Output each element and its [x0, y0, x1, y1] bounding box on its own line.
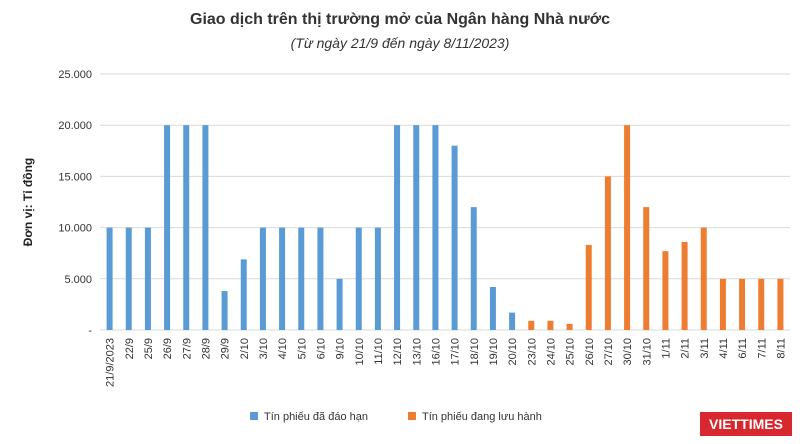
bar	[374, 227, 381, 330]
x-tick-label: 4/10	[277, 338, 289, 359]
bar	[259, 227, 266, 330]
x-tick-label: 5/10	[296, 338, 308, 359]
bar	[298, 227, 305, 330]
x-tick-label: 25/10	[565, 338, 577, 366]
y-tick-label: 5.000	[64, 274, 92, 286]
x-tick-label: 6/10	[315, 338, 327, 359]
x-tick-label: 23/10	[526, 338, 538, 366]
bar	[758, 278, 765, 330]
bar	[336, 278, 343, 330]
x-tick-label: 11/10	[373, 338, 385, 365]
x-tick-label: 30/10	[622, 338, 634, 366]
x-tick-label: 13/10	[411, 338, 423, 366]
bar	[739, 278, 746, 330]
x-tick-label: 19/10	[488, 338, 500, 366]
bar	[106, 227, 113, 330]
legend-swatch	[250, 412, 258, 420]
bar	[202, 125, 209, 330]
x-tick-label: 29/9	[220, 338, 232, 359]
bar	[700, 227, 707, 330]
logo-box	[700, 412, 792, 436]
bar	[240, 259, 247, 330]
bar	[681, 241, 688, 330]
y-tick-label: 10.000	[58, 223, 92, 235]
bar	[470, 207, 477, 330]
x-tick-label: 3/11	[699, 338, 711, 359]
bar	[585, 245, 592, 330]
bar	[604, 176, 611, 330]
x-tick-label: 20/10	[507, 338, 519, 366]
x-tick-label: 26/9	[162, 338, 174, 359]
x-tick-label: 2/10	[239, 338, 251, 359]
x-tick-label: 26/10	[584, 338, 596, 366]
x-tick-label: 22/9	[124, 338, 136, 359]
bar	[279, 227, 286, 330]
x-tick-label: 16/10	[430, 338, 442, 366]
bar	[355, 227, 362, 330]
y-axis-title: Đơn vị: Tỉ đồng	[21, 158, 35, 247]
x-tick-label: 17/10	[450, 338, 462, 366]
bar	[183, 125, 190, 330]
bar	[624, 125, 631, 330]
bar	[413, 125, 420, 330]
bar	[221, 291, 228, 330]
bar	[489, 286, 496, 330]
x-tick-label: 2/11	[680, 338, 692, 359]
bar	[509, 312, 516, 330]
x-tick-label: 18/10	[469, 338, 481, 366]
bar	[144, 227, 151, 330]
bar	[643, 207, 650, 330]
legend-label: Tín phiếu đã đáo hạn	[264, 411, 368, 423]
bar	[528, 320, 535, 330]
y-tick-label: 15.000	[58, 171, 92, 183]
x-tick-label: 6/11	[737, 338, 749, 359]
bar	[777, 278, 784, 330]
bar	[125, 227, 132, 330]
x-tick-label: 1/11	[660, 338, 672, 359]
y-tick-label: -	[88, 325, 92, 337]
chart-title: Giao dịch trên thị trường mở của Ngân hà…	[190, 11, 610, 28]
bar	[164, 125, 171, 330]
bar	[451, 145, 458, 330]
bar	[547, 320, 554, 330]
chart-subtitle: (Từ ngày 21/9 đến ngày 8/11/2023)	[291, 35, 510, 51]
x-tick-label: 4/11	[718, 338, 730, 359]
bar	[394, 125, 401, 330]
x-tick-label: 27/10	[603, 338, 615, 366]
legend-swatch	[407, 412, 416, 420]
y-tick-label: 20.000	[58, 120, 92, 132]
legend-label: Tín phiếu đang lưu hành	[422, 411, 542, 423]
bar	[317, 227, 324, 330]
x-tick-label: 24/10	[545, 338, 557, 366]
x-tick-label: 3/10	[258, 338, 270, 359]
x-tick-label: 7/11	[756, 338, 768, 359]
x-tick-label: 27/9	[181, 338, 193, 359]
logo: VIETTIMES	[700, 412, 792, 436]
x-tick-label: 25/9	[143, 338, 155, 359]
x-tick-label: 31/10	[641, 338, 653, 366]
x-tick-label: 21/9/2023	[105, 338, 117, 387]
x-tick-label: 10/10	[354, 338, 366, 366]
bar	[662, 251, 669, 330]
x-tick-label: 8/11	[775, 338, 787, 359]
x-tick-label: 28/9	[200, 338, 212, 359]
y-tick-label: 25.000	[58, 69, 92, 81]
bar	[719, 278, 726, 330]
x-tick-label: 12/10	[392, 338, 404, 366]
bar	[432, 125, 439, 330]
x-tick-label: 9/10	[335, 338, 347, 359]
bar	[566, 323, 573, 330]
logo-text: VIETTIMES	[709, 416, 783, 432]
